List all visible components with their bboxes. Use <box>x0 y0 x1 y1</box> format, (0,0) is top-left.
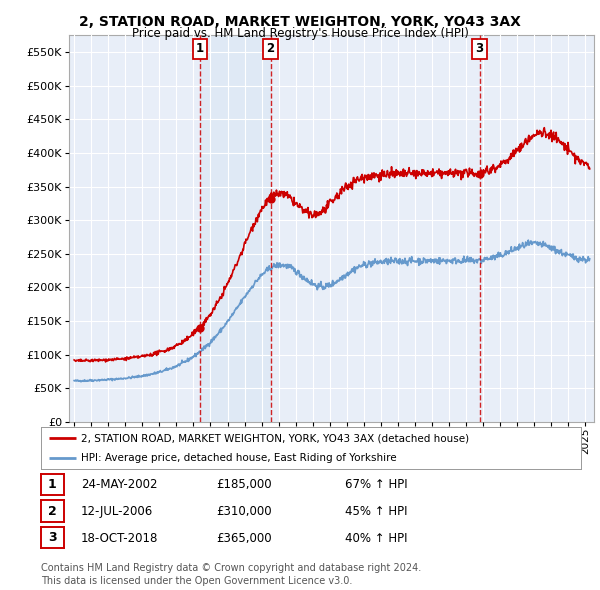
Text: 2, STATION ROAD, MARKET WEIGHTON, YORK, YO43 3AX (detached house): 2, STATION ROAD, MARKET WEIGHTON, YORK, … <box>82 433 469 443</box>
Text: 40% ↑ HPI: 40% ↑ HPI <box>345 532 407 545</box>
Text: 12-JUL-2006: 12-JUL-2006 <box>81 505 153 518</box>
Text: Price paid vs. HM Land Registry's House Price Index (HPI): Price paid vs. HM Land Registry's House … <box>131 27 469 40</box>
Text: 67% ↑ HPI: 67% ↑ HPI <box>345 478 407 491</box>
Text: £185,000: £185,000 <box>216 478 272 491</box>
Text: 1: 1 <box>48 478 56 491</box>
Text: 2: 2 <box>266 42 275 55</box>
Text: Contains HM Land Registry data © Crown copyright and database right 2024.
This d: Contains HM Land Registry data © Crown c… <box>41 563 421 586</box>
Text: 45% ↑ HPI: 45% ↑ HPI <box>345 505 407 518</box>
Text: 2: 2 <box>48 504 56 517</box>
Text: 3: 3 <box>48 531 56 544</box>
Text: 18-OCT-2018: 18-OCT-2018 <box>81 532 158 545</box>
Text: £310,000: £310,000 <box>216 505 272 518</box>
Text: 2, STATION ROAD, MARKET WEIGHTON, YORK, YO43 3AX: 2, STATION ROAD, MARKET WEIGHTON, YORK, … <box>79 15 521 29</box>
Text: HPI: Average price, detached house, East Riding of Yorkshire: HPI: Average price, detached house, East… <box>82 454 397 463</box>
Text: 3: 3 <box>476 42 484 55</box>
Text: 24-MAY-2002: 24-MAY-2002 <box>81 478 157 491</box>
Text: 1: 1 <box>196 42 204 55</box>
Bar <box>200 35 271 422</box>
Text: £365,000: £365,000 <box>216 532 272 545</box>
